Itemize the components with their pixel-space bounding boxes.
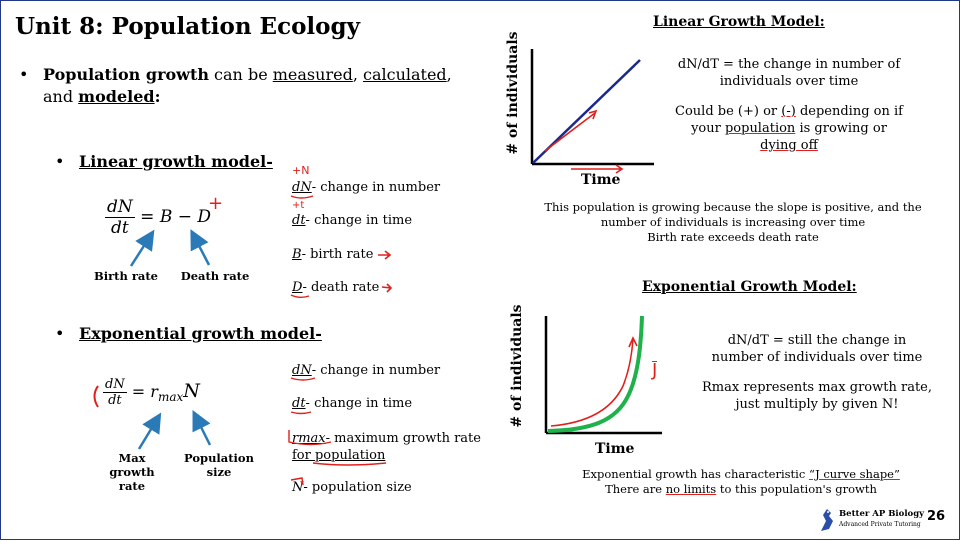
bird-logo-icon — [821, 509, 833, 531]
intro-t1: can be — [208, 65, 273, 84]
birth-rate-label: Birth rate — [94, 269, 158, 283]
intro-bold: Population growth — [43, 65, 209, 84]
dN-annotation: +N — [292, 164, 310, 177]
exp-desc: dN/dT = still the change in number of ind… — [701, 333, 932, 412]
eq-den: dt — [111, 218, 129, 238]
exp-panel-header: Exponential Growth Model: — [642, 279, 857, 295]
population-size-label: Population size — [184, 451, 254, 479]
intro-modeled: modeled — [78, 87, 155, 106]
intro-bullet: Population growth can be measured, calcu… — [43, 64, 473, 108]
linear-def-B: B- birth rate — [292, 247, 374, 262]
exp-def-dN: dN- change in number — [292, 363, 441, 378]
intro-t3: , — [446, 65, 452, 84]
j-annotation: J — [652, 360, 658, 381]
brand-tagline: Advanced Private Tutoring — [839, 521, 921, 528]
exp-heading: Exponential growth model- — [79, 324, 322, 343]
linear-desc: dN/dT = the change in number of individua… — [675, 57, 903, 153]
exp-equation: dN dt = rmaxN — [103, 377, 200, 408]
max-growth-rate-label: Max growth rate — [109, 451, 155, 493]
exp-y-axis-label: # of individuals — [509, 304, 525, 428]
eq-rhs: = B − D — [140, 207, 211, 227]
exp-x-axis-label: Time — [595, 441, 635, 457]
dt-annotation: +t — [292, 200, 305, 211]
exp-def-dt: dt- change in time — [292, 396, 413, 411]
bullet-dot: • — [19, 65, 29, 84]
intro-t2: , — [352, 65, 363, 84]
exp-def-rmax: rmax- maximum growth rate for population — [292, 431, 481, 463]
j-curve — [547, 315, 644, 433]
linear-heading: Linear growth model- — [79, 152, 273, 171]
exp-def-N: N- population size — [292, 480, 412, 495]
linear-def-D: D- death rate — [292, 280, 380, 295]
brand-name: Better AP Biology — [839, 509, 925, 519]
linear-panel-header: Linear Growth Model: — [653, 14, 825, 30]
linear-x-axis-label: Time — [581, 172, 621, 188]
intro-calculated: calculated — [362, 65, 447, 84]
plus-annotation: + — [208, 193, 224, 214]
bullet-dot: • — [55, 152, 65, 171]
linear-def-dt: dt- change in time — [292, 213, 413, 228]
intro-t5: : — [154, 87, 161, 106]
page-title: Unit 8: Population Ecology — [15, 13, 360, 40]
intro-measured: measured — [272, 65, 353, 84]
page-number: 26 — [927, 509, 946, 524]
bullet-dot: • — [55, 324, 65, 343]
linear-def-dN: dN- change in number — [292, 180, 441, 195]
linear-equation: dN dt = B − D — [105, 197, 211, 238]
death-rate-label: Death rate — [180, 269, 250, 283]
linear-caption: This population is growing because the s… — [544, 200, 922, 244]
intro-t4: and — [43, 87, 79, 106]
eq-num: dN — [105, 197, 135, 218]
exp-caption: Exponential growth has characteristic “J… — [582, 467, 900, 496]
